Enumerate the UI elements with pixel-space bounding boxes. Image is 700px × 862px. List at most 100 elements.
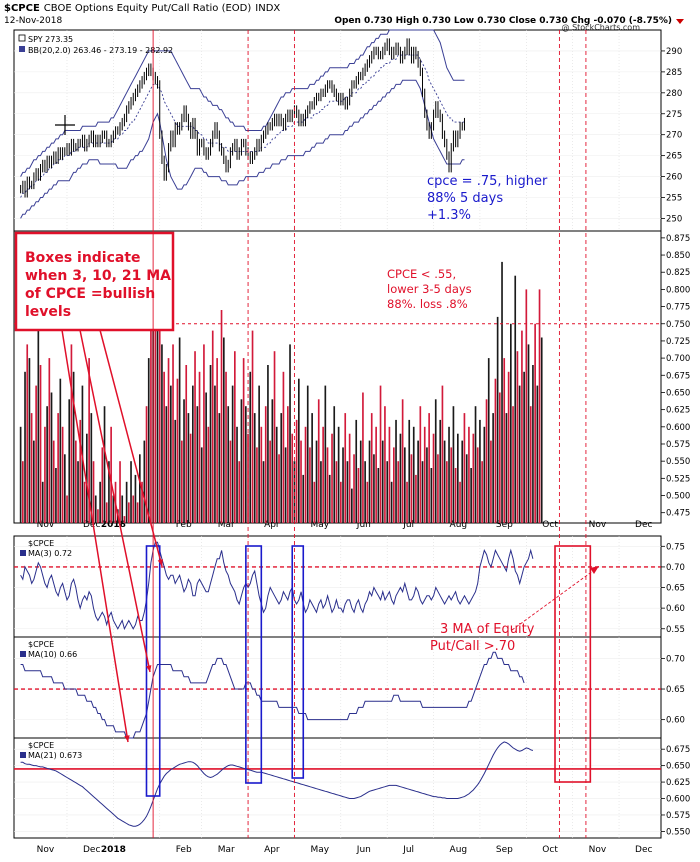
legend-ma-swatch xyxy=(20,651,26,657)
x-tick-label: Dec xyxy=(83,845,100,855)
cpce-bar xyxy=(432,433,435,523)
cpce-bar xyxy=(97,509,99,523)
legend-ma-swatch xyxy=(20,752,26,758)
cpce-bar xyxy=(364,461,366,523)
pointer-arrow xyxy=(99,329,163,567)
cpce-bar xyxy=(483,426,486,523)
cpce-bar xyxy=(90,413,93,523)
y-tick-label: 0.60 xyxy=(666,604,685,614)
y-tick-label: 0.550 xyxy=(666,827,690,837)
cpce-bar xyxy=(258,385,260,523)
cpce-bar xyxy=(404,447,406,523)
cpce-bar xyxy=(156,316,159,523)
cpce-bar xyxy=(75,440,77,523)
cpce-bar xyxy=(351,488,353,523)
y-tick-label: 270 xyxy=(666,131,682,141)
x-tick-label: May xyxy=(310,845,329,855)
x-tick-label: Dec xyxy=(635,520,652,530)
notes-text: when 3, 10, 21 MA xyxy=(25,268,171,284)
cpce-bar xyxy=(50,392,53,523)
cpce-bar xyxy=(353,454,355,523)
cpce-bar xyxy=(35,385,37,523)
cpce-bar xyxy=(430,468,433,523)
cpce-bar xyxy=(61,426,64,523)
cpce-bar xyxy=(521,330,523,523)
cpce-bar xyxy=(470,468,472,523)
x-tick-label: Apr xyxy=(264,845,280,855)
cpce-bar xyxy=(165,406,168,523)
x-tick-label: Jul xyxy=(402,845,414,855)
cpce-bar xyxy=(200,447,203,523)
y-tick-label: 0.475 xyxy=(666,509,690,519)
cpce-bar xyxy=(101,447,104,523)
cpce-bar xyxy=(331,433,333,523)
cpce-bar xyxy=(242,358,245,523)
cpce-bar xyxy=(48,358,51,523)
cpce-bar xyxy=(77,461,79,523)
cpce-bar xyxy=(280,413,283,523)
cpce-bar xyxy=(481,461,483,523)
cpce-bar xyxy=(302,474,305,523)
cpce-bar xyxy=(503,358,506,523)
y-tick-label: 0.550 xyxy=(666,457,690,467)
cpce-bar xyxy=(540,337,543,523)
cpce-bar xyxy=(209,365,212,523)
cpce-bar xyxy=(251,330,254,523)
cpce-bar xyxy=(419,406,422,523)
cpce-bar xyxy=(311,413,313,523)
cpce-bar xyxy=(326,447,329,523)
cpce-bar xyxy=(490,440,492,523)
cpce-bar xyxy=(141,481,143,523)
cpce-bar xyxy=(134,474,137,523)
cpce-bar xyxy=(359,440,362,523)
y-tick-label: 0.650 xyxy=(666,762,690,772)
cpce-bar xyxy=(298,378,300,523)
pointer-arrow xyxy=(79,329,151,673)
cpce-bar xyxy=(406,481,408,523)
cpce-bar xyxy=(22,461,24,523)
y-tick-label: 0.575 xyxy=(666,811,690,821)
cpce-bar xyxy=(366,481,369,523)
current-signal-box xyxy=(554,545,592,783)
ma-line xyxy=(20,541,534,631)
cpce-bar xyxy=(92,461,95,523)
cpce-bar xyxy=(313,481,316,523)
cpce-bar xyxy=(443,440,446,523)
header-date: 12-Nov-2018 xyxy=(4,16,62,26)
cpce-bar xyxy=(55,468,57,523)
cpce-bar xyxy=(375,426,377,523)
y-tick-label: 0.650 xyxy=(666,388,690,398)
cpce-bar xyxy=(41,481,44,523)
notes-text: Boxes indicate xyxy=(25,250,141,266)
cpce-bar xyxy=(461,440,464,523)
cpce-bar xyxy=(112,495,115,523)
signal-box xyxy=(245,545,263,784)
cpce-bar xyxy=(83,481,86,523)
cpce-bar xyxy=(397,461,400,523)
x-tick-label: Nov xyxy=(589,845,607,855)
cpce-bar xyxy=(457,433,459,523)
cpce-bar xyxy=(381,440,384,523)
legend-spy: SPY 273.35 xyxy=(28,35,73,44)
cpce-bar xyxy=(57,413,59,523)
cpce-bar xyxy=(428,413,430,523)
y-tick-label: 0.500 xyxy=(666,492,690,502)
annotation-cpce-lower: 88%. loss .8% xyxy=(387,297,468,311)
y-tick-label: 290 xyxy=(666,47,682,57)
cpce-bar xyxy=(390,481,393,523)
cpce-bar xyxy=(421,461,424,523)
cpce-bar xyxy=(437,454,439,523)
y-tick-label: 260 xyxy=(666,173,682,183)
cpce-bar xyxy=(185,365,188,523)
cpce-bar xyxy=(207,426,210,523)
cpce-bar xyxy=(273,351,276,523)
legend-ma-swatch xyxy=(20,550,26,556)
cpce-bar xyxy=(441,385,444,523)
cpce-bar xyxy=(357,468,360,523)
bb-middle-line xyxy=(20,54,465,198)
cpce-bar xyxy=(450,447,453,523)
cpce-bar xyxy=(472,433,475,523)
cpce-bar xyxy=(218,413,221,523)
